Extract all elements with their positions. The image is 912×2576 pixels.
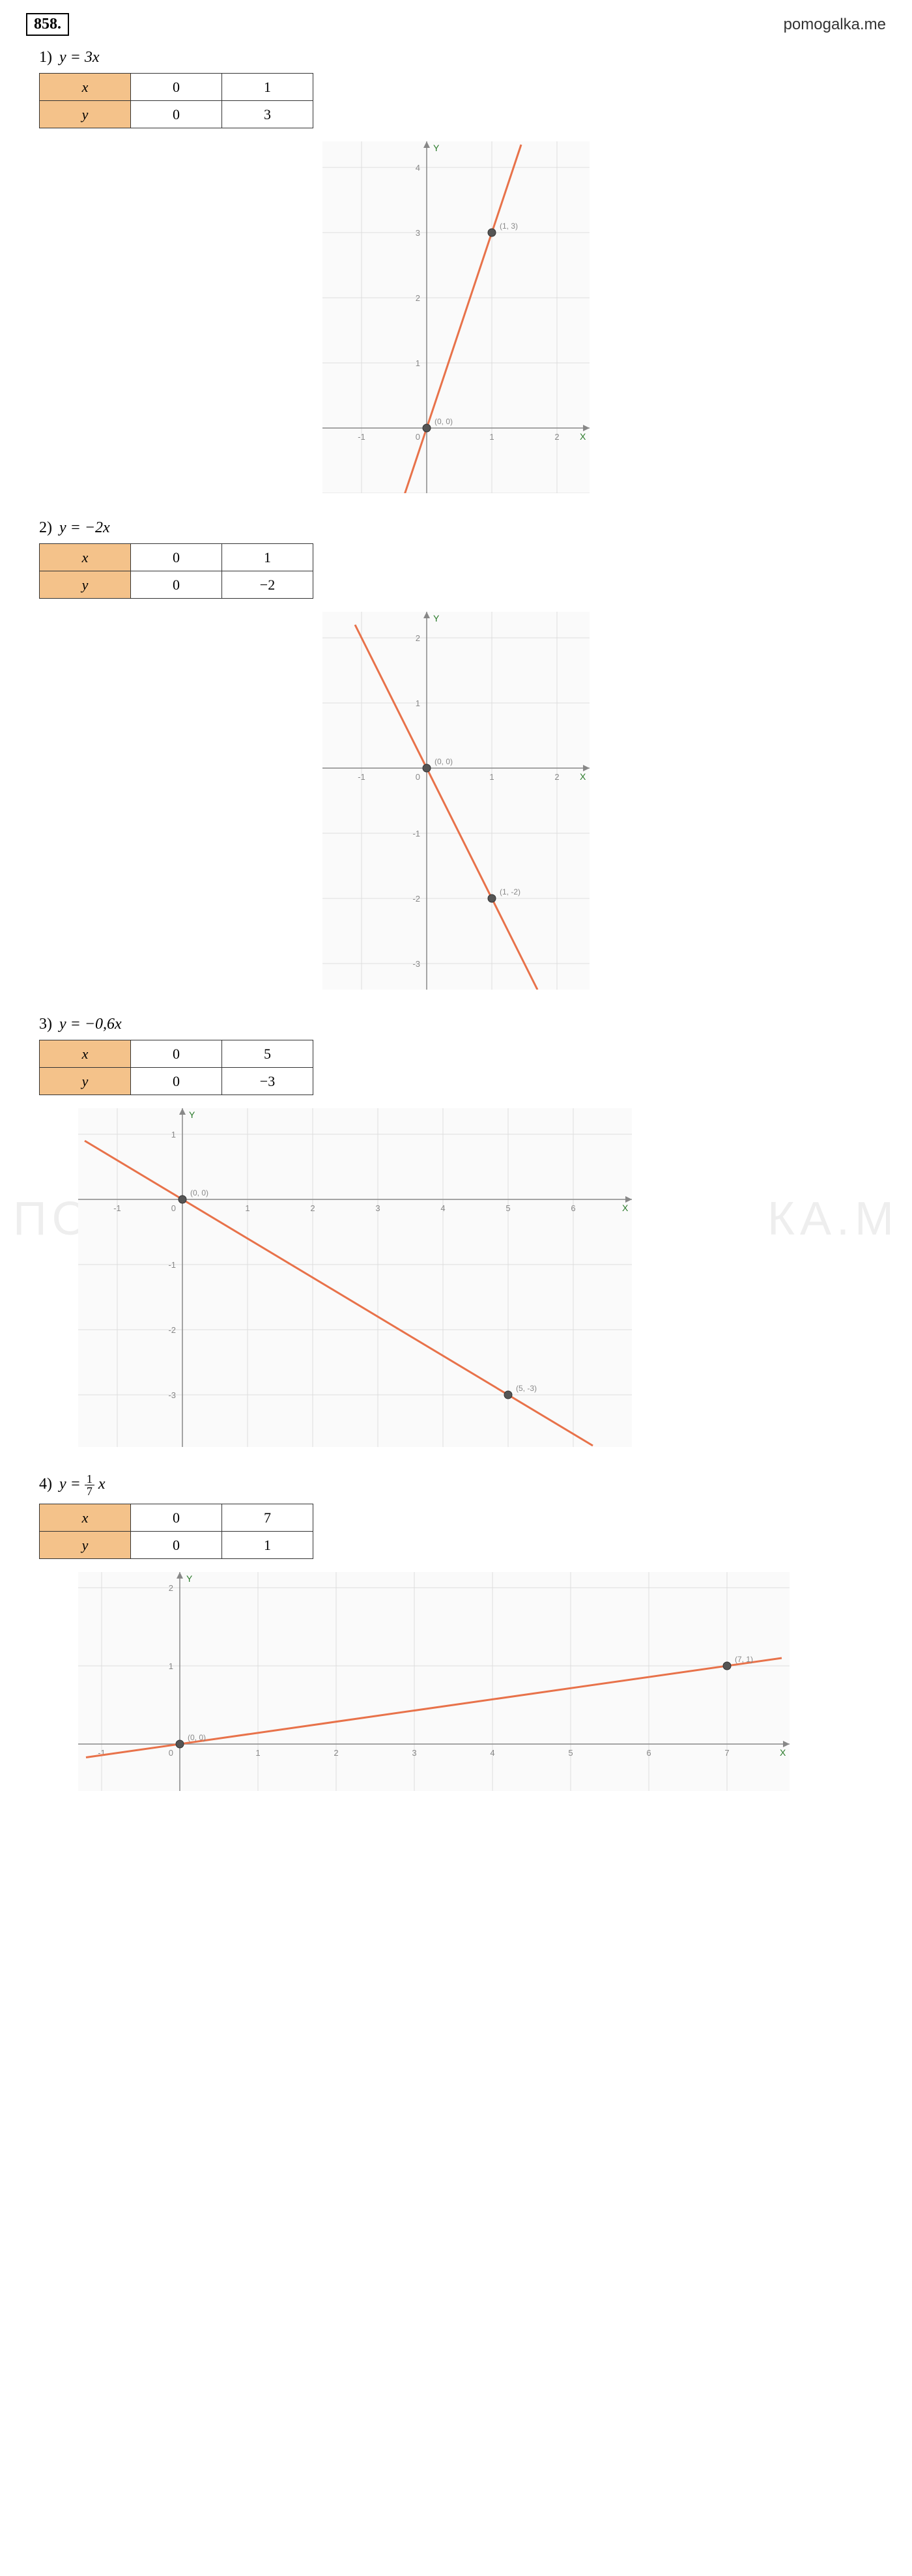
svg-text:-1: -1 bbox=[412, 829, 420, 838]
svg-text:0: 0 bbox=[416, 432, 420, 442]
equation-1: 1) y = 3x bbox=[39, 49, 873, 66]
svg-text:-1: -1 bbox=[358, 772, 365, 782]
svg-text:X: X bbox=[580, 771, 586, 782]
svg-text:2: 2 bbox=[554, 772, 559, 782]
svg-text:Y: Y bbox=[433, 613, 440, 623]
svg-text:4: 4 bbox=[440, 1203, 445, 1213]
svg-text:2: 2 bbox=[334, 1748, 338, 1758]
svg-text:1: 1 bbox=[255, 1748, 260, 1758]
xy-table-4: x07y01 bbox=[39, 1504, 313, 1559]
equation-2: 2) y = −2x bbox=[39, 519, 873, 537]
svg-text:-1: -1 bbox=[113, 1203, 121, 1213]
xy-table-3: x05y0−3 bbox=[39, 1040, 313, 1095]
svg-text:1: 1 bbox=[171, 1130, 176, 1139]
svg-text:3: 3 bbox=[375, 1203, 380, 1213]
svg-text:4: 4 bbox=[416, 163, 420, 173]
svg-text:2: 2 bbox=[169, 1583, 173, 1593]
chart-2: -1 1 2 -3 -2 -1 1 2 0 X Y (0, 0) (1, -2) bbox=[26, 612, 886, 990]
svg-text:2: 2 bbox=[310, 1203, 315, 1213]
svg-text:-3: -3 bbox=[412, 959, 420, 969]
xy-table-2: x01y0−2 bbox=[39, 543, 313, 599]
svg-text:(1, -2): (1, -2) bbox=[500, 887, 520, 896]
svg-text:(0, 0): (0, 0) bbox=[435, 417, 453, 426]
svg-text:0: 0 bbox=[416, 772, 420, 782]
svg-text:6: 6 bbox=[571, 1203, 575, 1213]
chart-4: -11234567120XY(0, 0)(7, 1) bbox=[26, 1572, 886, 1791]
svg-text:1: 1 bbox=[416, 698, 420, 708]
svg-text:7: 7 bbox=[724, 1748, 729, 1758]
svg-text:(0, 0): (0, 0) bbox=[435, 757, 453, 766]
task-number: 858. bbox=[26, 13, 69, 36]
svg-text:5: 5 bbox=[506, 1203, 510, 1213]
svg-text:(0, 0): (0, 0) bbox=[188, 1733, 206, 1742]
equation-3: 3) y = −0,6x bbox=[39, 1016, 873, 1033]
svg-text:1: 1 bbox=[489, 432, 494, 442]
svg-text:-1: -1 bbox=[358, 432, 365, 442]
svg-text:0: 0 bbox=[169, 1748, 173, 1758]
svg-text:3: 3 bbox=[416, 228, 420, 238]
svg-text:-3: -3 bbox=[168, 1390, 176, 1400]
svg-text:4: 4 bbox=[490, 1748, 494, 1758]
svg-text:Y: Y bbox=[433, 143, 440, 153]
svg-text:(7, 1): (7, 1) bbox=[735, 1655, 753, 1664]
svg-text:(5, -3): (5, -3) bbox=[516, 1384, 537, 1393]
svg-text:X: X bbox=[580, 431, 586, 442]
site-brand: pomogalka.me bbox=[784, 16, 886, 34]
svg-text:2: 2 bbox=[416, 293, 420, 303]
svg-text:5: 5 bbox=[568, 1748, 573, 1758]
svg-text:-2: -2 bbox=[168, 1325, 176, 1335]
svg-text:1: 1 bbox=[245, 1203, 249, 1213]
svg-text:Y: Y bbox=[186, 1573, 193, 1584]
svg-text:-1: -1 bbox=[168, 1260, 176, 1270]
svg-text:3: 3 bbox=[412, 1748, 416, 1758]
svg-text:0: 0 bbox=[171, 1203, 176, 1213]
xy-table-1: x01y03 bbox=[39, 73, 313, 128]
svg-text:Y: Y bbox=[189, 1109, 195, 1120]
svg-text:(0, 0): (0, 0) bbox=[190, 1188, 208, 1197]
svg-text:(1, 3): (1, 3) bbox=[500, 222, 518, 231]
svg-text:2: 2 bbox=[416, 633, 420, 643]
svg-text:6: 6 bbox=[646, 1748, 651, 1758]
equation-4: 4) y = 17 x bbox=[39, 1473, 873, 1497]
svg-text:X: X bbox=[622, 1203, 629, 1213]
chart-3: -1 1 2 3 4 5 6 -3 -2 -1 1 0 X Y (0, 0) (5, -3) bbox=[26, 1108, 886, 1447]
chart-1: -1 1 2 1 2 3 4 0 X Y (0, 0) (1, 3) bbox=[26, 141, 886, 493]
svg-text:1: 1 bbox=[489, 772, 494, 782]
svg-text:1: 1 bbox=[169, 1661, 173, 1671]
svg-text:X: X bbox=[780, 1747, 786, 1758]
svg-text:-2: -2 bbox=[412, 894, 420, 904]
svg-text:1: 1 bbox=[416, 358, 420, 368]
svg-text:2: 2 bbox=[554, 432, 559, 442]
